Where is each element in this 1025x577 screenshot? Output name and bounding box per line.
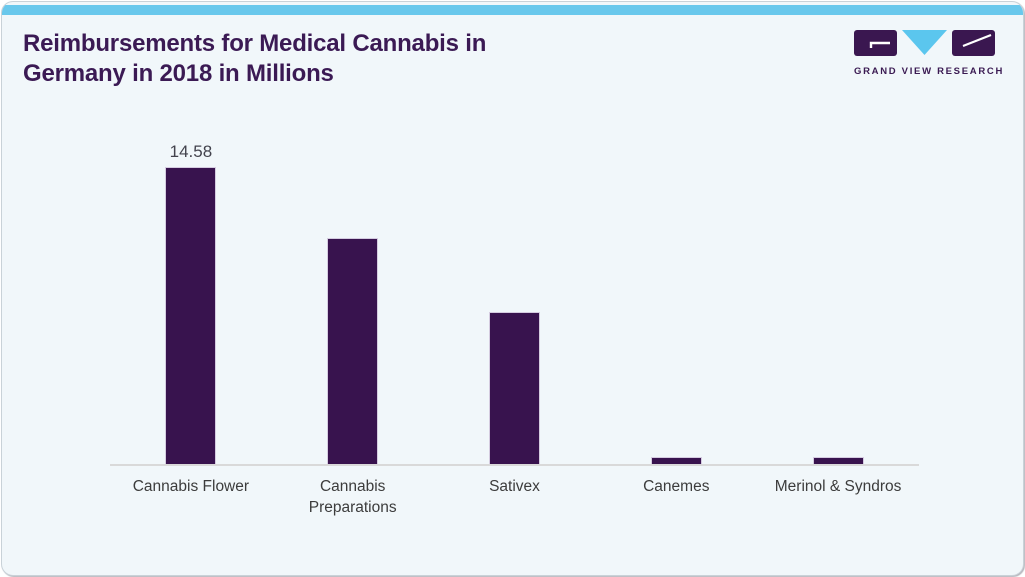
bar-cannabis-preparations	[327, 238, 379, 464]
bar-value-label: 14.58	[169, 142, 213, 161]
bar-column	[595, 140, 757, 464]
x-axis-label-col: Sativex	[434, 476, 596, 518]
bar-column	[272, 140, 434, 464]
x-axis-label-col: Canemes	[595, 476, 757, 518]
page-title-line1: Reimbursements for Medical Cannabis in	[23, 30, 487, 57]
accent-top-bar	[2, 5, 1023, 15]
grand-view-research-logo: GRAND VIEW RESEARCH	[854, 30, 1005, 77]
x-axis-label-col: Cannabis Flower	[110, 476, 272, 518]
x-axis-label: Sativex	[489, 478, 540, 495]
bar-chart: 14.58 Cannabis Flower Cannabis Preparatio…	[110, 140, 919, 518]
bar-column	[757, 140, 919, 464]
bar-column: 14.58	[110, 140, 272, 464]
x-axis-labels: Cannabis Flower Cannabis Preparations Sati…	[110, 476, 919, 518]
bar-merinol-syndros	[812, 457, 864, 464]
page-title-line2: Germany in 2018 in Millions	[23, 60, 334, 87]
plot-area: 14.58	[110, 140, 919, 466]
x-axis-label: Merinol & Syndros	[774, 478, 902, 495]
logo-wordmark: GRAND VIEW RESEARCH	[854, 66, 1005, 77]
x-axis-label-col: Cannabis Preparations	[272, 476, 434, 518]
page-title: Reimbursements for Medical Cannabis in G…	[23, 29, 486, 89]
bar-canemes	[650, 457, 702, 464]
gvr-logo-icon	[854, 30, 995, 56]
x-axis-label-col: Merinol & Syndros	[757, 476, 919, 518]
bar-sativex	[488, 312, 540, 464]
x-axis-label: Canemes	[643, 478, 710, 495]
bar-column	[434, 140, 596, 464]
x-axis-label: Cannabis Flower	[132, 478, 250, 495]
bar-cannabis-flower	[165, 167, 217, 464]
x-axis-label: Cannabis Preparations	[308, 478, 397, 516]
